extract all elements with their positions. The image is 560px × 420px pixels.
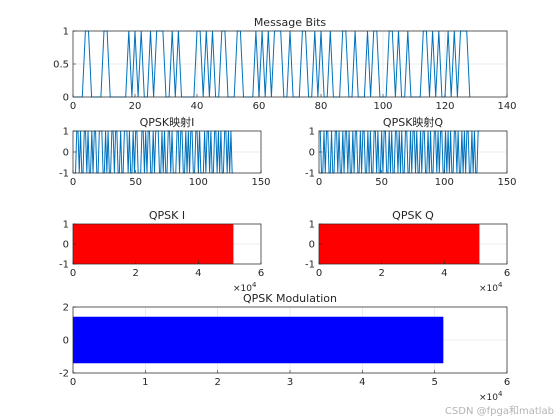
x-tick-label: 0 (70, 177, 76, 188)
x-tick-label: 0 (70, 268, 76, 279)
subplot-title: QPSK映射Q (383, 115, 443, 129)
y-tick-label: -1 (305, 260, 315, 271)
x-exponent-power: 4 (498, 390, 503, 398)
y-tick-label: 0 (309, 240, 315, 251)
x-tick-label: 0 (316, 177, 322, 188)
y-tick-label: 0 (309, 148, 315, 159)
x-exponent-base: ×10 (233, 284, 252, 294)
x-exponent-base: ×10 (479, 393, 498, 403)
x-tick-label: 20 (129, 101, 142, 112)
subplot-title: QPSK Q (392, 209, 434, 222)
x-tick-label: 4 (195, 268, 201, 279)
x-exponent-label: ×104 (479, 390, 503, 403)
x-tick-label: 6 (504, 268, 510, 279)
y-tick-label: 1 (63, 27, 69, 38)
x-tick-label: 2 (132, 268, 138, 279)
x-tick-label: 0 (70, 377, 76, 388)
y-tick-label: 1 (63, 127, 69, 138)
x-tick-label: 50 (375, 177, 388, 188)
y-tick-label: 1 (309, 220, 315, 231)
x-tick-label: 4 (359, 377, 365, 388)
y-tick-label: -1 (59, 169, 69, 180)
x-tick-label: 140 (497, 101, 516, 112)
subplot-title: QPSK映射I (140, 115, 195, 129)
y-tick-label: 1 (63, 220, 69, 231)
series-area (319, 224, 480, 264)
x-tick-label: 120 (435, 101, 454, 112)
x-tick-label: 100 (189, 177, 208, 188)
y-tick-label: 0 (63, 148, 69, 159)
x-tick-label: 60 (253, 101, 266, 112)
x-tick-label: 1 (142, 377, 148, 388)
x-tick-label: 40 (191, 101, 204, 112)
x-tick-label: 100 (435, 177, 454, 188)
x-tick-label: 150 (251, 177, 270, 188)
x-tick-label: 50 (129, 177, 142, 188)
y-tick-label: -2 (59, 369, 69, 380)
y-tick-label: 0 (63, 336, 69, 347)
x-tick-label: 6 (258, 268, 264, 279)
x-tick-label: 2 (378, 268, 384, 279)
x-tick-label: 0 (70, 101, 76, 112)
x-exponent-label: ×104 (233, 281, 257, 294)
subplot-title: Message Bits (254, 16, 327, 29)
y-tick-label: -1 (59, 260, 69, 271)
x-tick-label: 150 (497, 177, 516, 188)
subplot-title: QPSK Modulation (243, 292, 337, 305)
message-bits-subplot: 0 20 40 60 80 100 120 140 0 0.5 1 Message Bits (53, 16, 516, 112)
x-tick-label: 4 (441, 268, 447, 279)
y-tick-label: 0.5 (53, 60, 69, 71)
x-exponent-label: ×104 (479, 281, 503, 294)
x-exponent-base: ×10 (479, 284, 498, 294)
y-tick-label: 2 (63, 303, 69, 314)
y-tick-label: 0 (63, 93, 69, 104)
x-tick-label: 80 (315, 101, 328, 112)
x-exponent-power: 4 (498, 281, 503, 289)
watermark-text: CSDN @fpga和matlab (444, 406, 554, 417)
subplot-title: QPSK I (149, 209, 185, 222)
y-tick-label: -1 (305, 169, 315, 180)
x-tick-label: 5 (431, 377, 437, 388)
x-tick-label: 0 (316, 268, 322, 279)
y-tick-label: 0 (63, 240, 69, 251)
x-exponent-power: 4 (252, 281, 257, 289)
x-tick-label: 2 (214, 377, 220, 388)
x-tick-label: 6 (504, 377, 510, 388)
x-tick-label: 3 (287, 377, 293, 388)
x-tick-label: 100 (373, 101, 392, 112)
y-tick-label: 1 (309, 127, 315, 138)
series-area (73, 224, 234, 264)
series-area (73, 316, 444, 364)
